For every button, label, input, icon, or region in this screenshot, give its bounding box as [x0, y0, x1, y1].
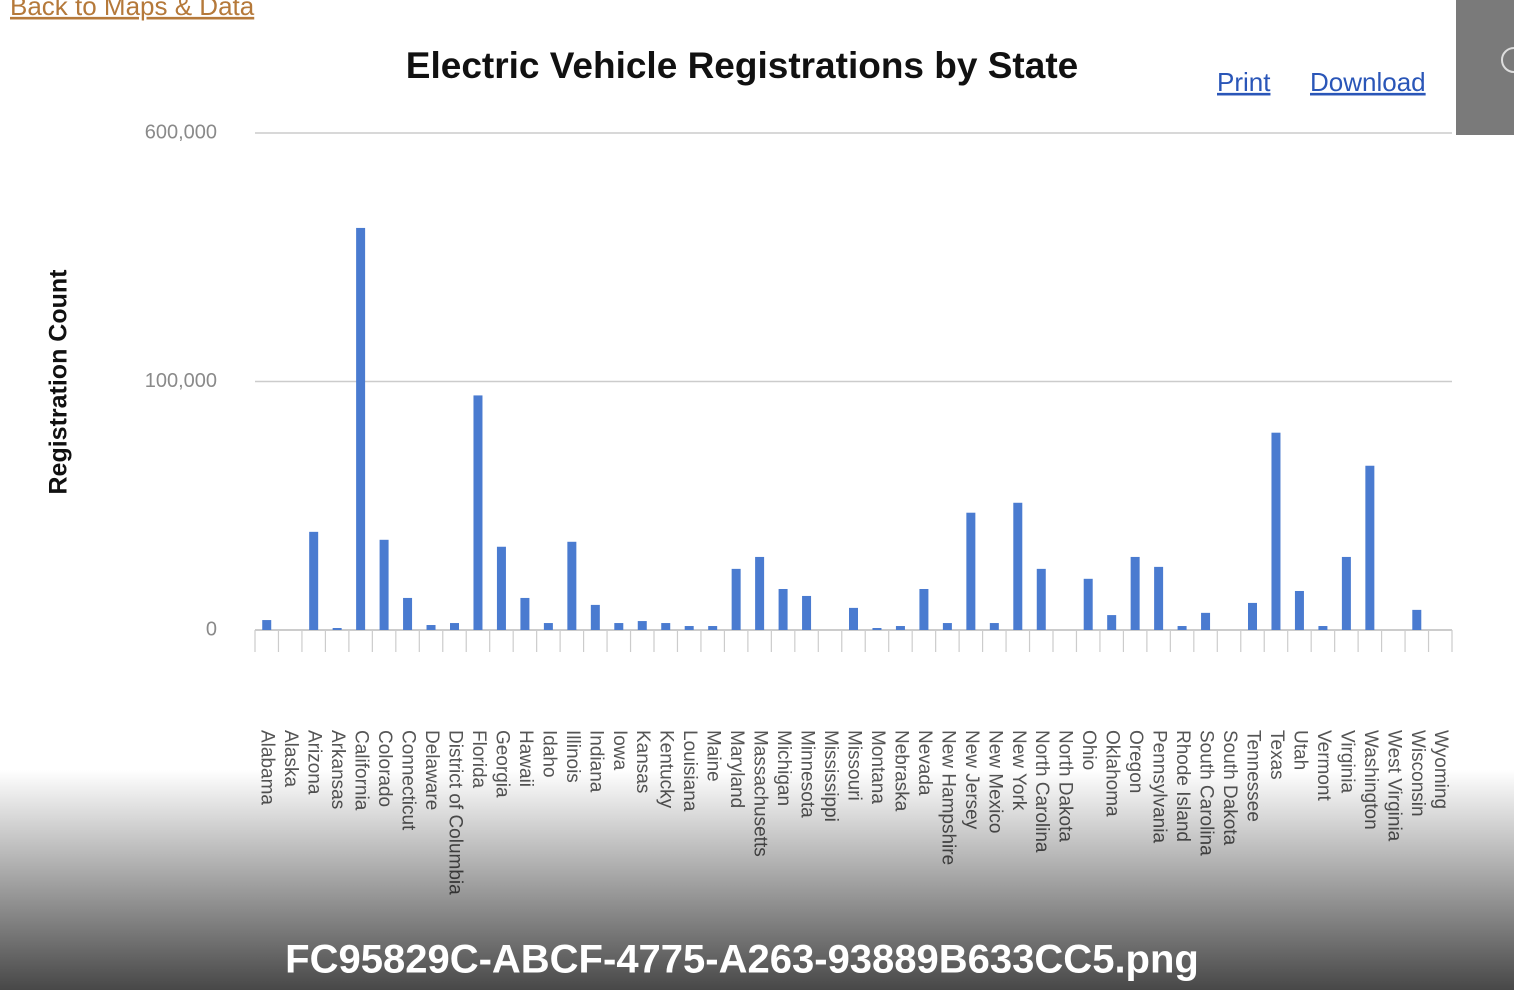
bar	[1201, 612, 1211, 630]
y-tick-label: 100,000	[145, 370, 217, 392]
bar	[1083, 578, 1093, 630]
bar	[473, 395, 483, 630]
bar	[755, 556, 765, 630]
bar	[1294, 590, 1304, 630]
print-link[interactable]: Print	[1217, 67, 1271, 97]
bar	[379, 539, 389, 630]
bar	[919, 588, 929, 630]
bar	[520, 597, 530, 630]
bar	[661, 623, 671, 630]
x-tick-label: Iowa	[609, 730, 630, 771]
bar	[332, 628, 342, 630]
bar	[262, 620, 272, 630]
x-tick-label: Ohio	[1078, 730, 1099, 770]
y-tick-label: 600,000	[145, 121, 217, 143]
bar	[1154, 566, 1164, 630]
bar	[403, 597, 413, 630]
y-tick-label: 0	[206, 618, 217, 640]
bar	[1412, 609, 1422, 630]
back-link[interactable]: Back to Maps & Data	[10, 0, 255, 21]
bar	[1130, 556, 1140, 630]
bar	[895, 626, 905, 630]
bar	[1107, 615, 1117, 630]
bar	[989, 623, 999, 630]
bar	[637, 621, 647, 630]
bar	[614, 623, 624, 630]
x-tick-label: Idaho	[538, 730, 559, 778]
y-axis-label: Registration Count	[45, 269, 73, 495]
file-caption: FC95829C-ABCF-4775-A263-93889B633CC5.png	[285, 938, 1199, 982]
bar	[1036, 568, 1046, 630]
bar	[708, 626, 718, 630]
bar	[802, 595, 812, 630]
bar	[1365, 465, 1375, 630]
bar	[567, 541, 577, 630]
x-tick-label: Illinois	[562, 730, 583, 783]
bar	[778, 588, 788, 630]
bar	[1248, 602, 1257, 630]
bar	[543, 623, 553, 630]
bar	[1013, 502, 1023, 630]
x-tick-label: Maine	[703, 730, 724, 782]
bar	[356, 227, 366, 630]
bar	[849, 607, 858, 630]
bar	[942, 623, 952, 630]
bar	[1318, 626, 1328, 630]
bar	[1341, 556, 1351, 630]
download-link[interactable]: Download	[1310, 67, 1426, 97]
chart-title: Electric Vehicle Registrations by State	[406, 45, 1078, 86]
x-tick-label: Texas	[1266, 730, 1287, 780]
bar	[450, 623, 459, 630]
bar	[872, 628, 882, 630]
bar	[309, 531, 319, 630]
bar	[590, 604, 600, 630]
panel-icon[interactable]	[1501, 47, 1514, 73]
bar	[496, 546, 506, 630]
bar	[731, 568, 741, 630]
bar	[684, 626, 694, 630]
bar	[966, 512, 976, 630]
bar	[1271, 432, 1281, 630]
bar	[426, 625, 436, 630]
bottom-shade	[0, 770, 1514, 990]
bar	[1177, 626, 1187, 630]
x-tick-label: Utah	[1289, 730, 1310, 770]
